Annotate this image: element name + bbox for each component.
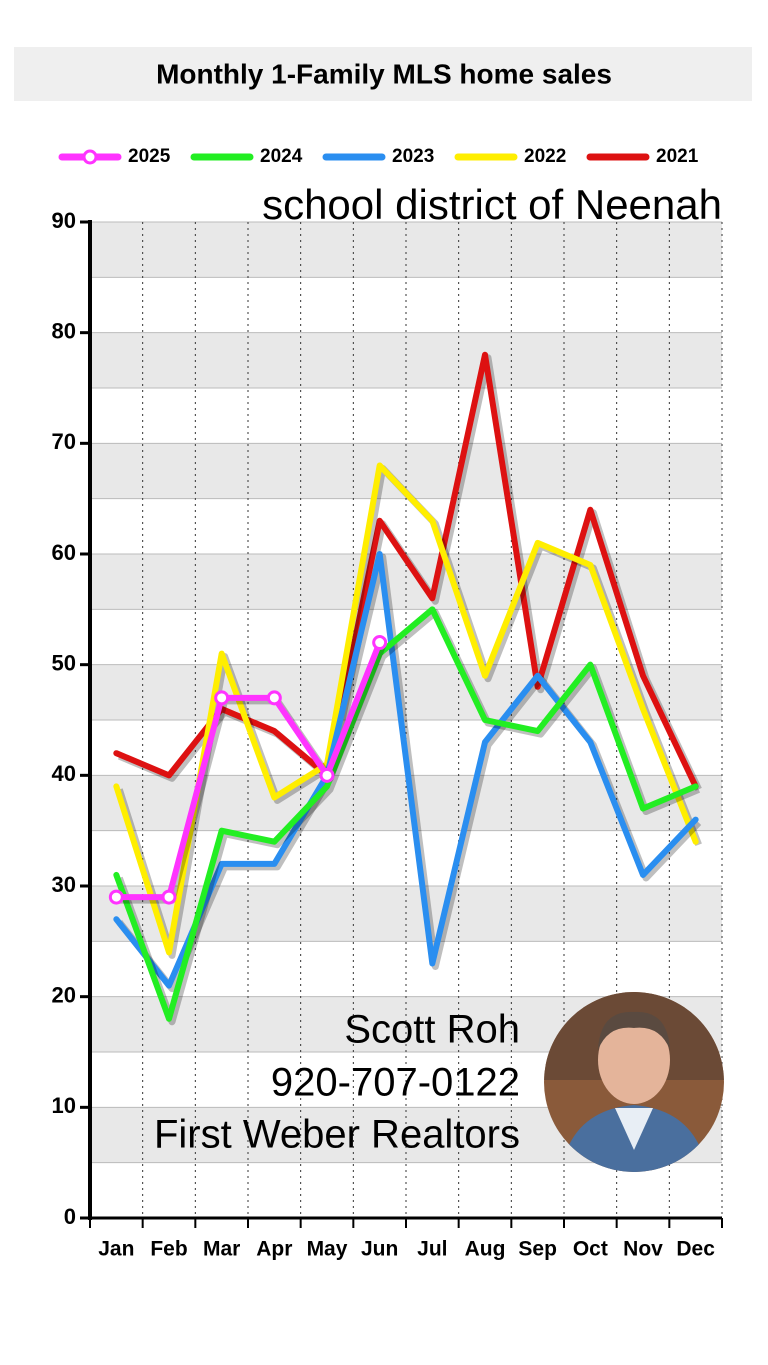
- legend-item: 2022: [454, 146, 566, 167]
- legend-item: 2023: [322, 146, 434, 167]
- agent-photo: [544, 992, 724, 1172]
- legend-marker: [82, 149, 98, 165]
- y-tick-label: 50: [52, 650, 76, 675]
- point-marker: [161, 889, 177, 905]
- annotation: First Weber Realtors: [154, 1113, 520, 1157]
- y-tick-label: 60: [52, 540, 76, 565]
- x-tick-label: Apr: [256, 1238, 292, 1261]
- x-tick-label: Oct: [573, 1238, 608, 1261]
- legend-label: 2025: [128, 146, 171, 167]
- point-marker: [108, 889, 124, 905]
- point-marker: [214, 690, 230, 706]
- point-marker: [319, 767, 335, 783]
- annotation: Scott Roh: [344, 1008, 520, 1052]
- x-tick-label: Nov: [623, 1238, 663, 1261]
- y-tick-label: 80: [52, 318, 76, 343]
- x-tick-label: Dec: [676, 1238, 715, 1261]
- legend-item: 2021: [586, 146, 699, 167]
- annotation: 920-707-0122: [271, 1061, 520, 1105]
- legend-label: 2021: [656, 146, 699, 167]
- title-bar: [14, 47, 752, 101]
- x-tick-label: Jun: [361, 1238, 398, 1261]
- y-tick-label: 40: [52, 761, 76, 786]
- chart-title: Monthly 1-Family MLS home sales: [156, 58, 612, 89]
- y-tick-label: 90: [52, 208, 76, 233]
- y-tick-label: 30: [52, 872, 76, 897]
- legend-label: 2024: [260, 146, 303, 167]
- series-line: [113, 551, 699, 989]
- x-tick-label: Feb: [150, 1238, 187, 1261]
- grid-band: [90, 222, 722, 278]
- series-line: [113, 462, 699, 956]
- x-tick-label: Jan: [98, 1238, 134, 1261]
- x-tick-label: May: [307, 1238, 348, 1261]
- y-tick-label: 0: [64, 1204, 76, 1229]
- legend-item: 2024: [190, 146, 303, 167]
- subtitle: school district of Neenah: [262, 181, 722, 228]
- x-tick-label: Sep: [518, 1238, 557, 1261]
- y-tick-label: 10: [52, 1093, 76, 1118]
- legend-item: 2025: [58, 146, 171, 167]
- y-tick-label: 20: [52, 982, 76, 1007]
- series-line: [113, 639, 383, 901]
- legend-label: 2023: [392, 146, 434, 167]
- series-line: [113, 606, 699, 1022]
- point-marker: [266, 690, 282, 706]
- x-tick-label: Mar: [203, 1238, 240, 1261]
- point-marker: [372, 635, 388, 651]
- y-tick-label: 70: [52, 429, 76, 454]
- legend-label: 2022: [524, 146, 566, 167]
- x-tick-label: Jul: [417, 1238, 447, 1261]
- x-tick-label: Aug: [465, 1238, 506, 1261]
